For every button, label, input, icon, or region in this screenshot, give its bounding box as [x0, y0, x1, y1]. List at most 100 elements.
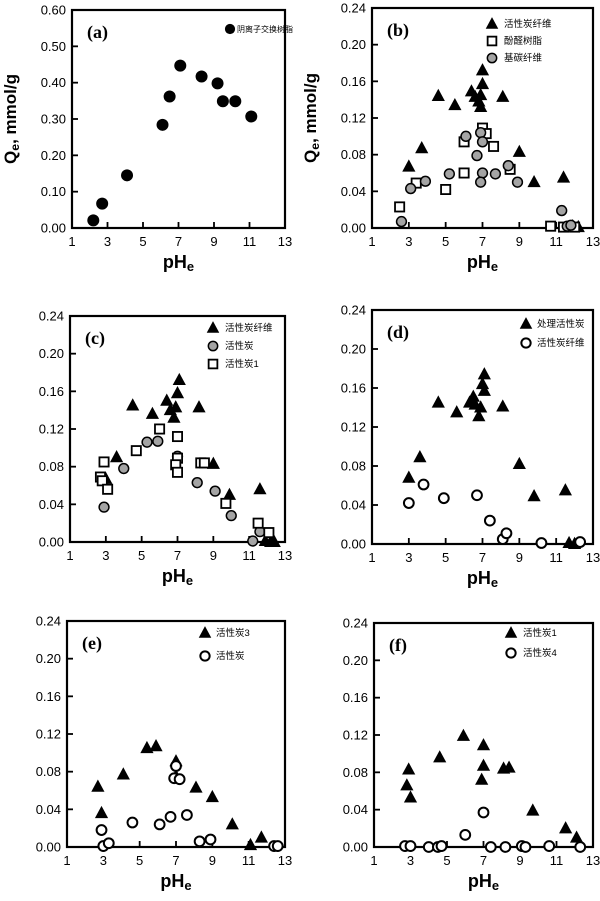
svg-text:0.10: 0.10	[41, 184, 66, 199]
svg-text:0.20: 0.20	[343, 653, 368, 668]
svg-text:3: 3	[407, 853, 414, 868]
svg-text:0.04: 0.04	[343, 802, 368, 817]
svg-text:0.20: 0.20	[341, 37, 366, 52]
svg-text:0.20: 0.20	[36, 651, 61, 666]
scatter-chart-b: 1 3 5 7 9 11 130.000.040.080.120.160.200.24pHe…	[301, 1, 600, 275]
svg-text:处理活性炭: 处理活性炭	[537, 318, 585, 330]
svg-text:1: 1	[368, 550, 375, 565]
svg-text:活性炭4: 活性炭4	[523, 647, 557, 659]
svg-text:9: 9	[516, 853, 523, 868]
svg-text:0.24: 0.24	[36, 614, 61, 629]
svg-text:11: 11	[242, 548, 256, 563]
scatter-chart-e: 1 3 5 7 9 11 130.000.040.080.120.160.200.24pHe…	[36, 614, 293, 894]
svg-text:0.00: 0.00	[36, 840, 61, 855]
svg-text:0.60: 0.60	[41, 3, 66, 18]
svg-text:0.50: 0.50	[41, 39, 66, 54]
svg-text:5: 5	[442, 550, 449, 565]
svg-text:0.12: 0.12	[36, 727, 61, 742]
svg-text:11: 11	[550, 853, 564, 868]
svg-text:0.00: 0.00	[343, 840, 368, 855]
svg-text:13: 13	[278, 548, 292, 563]
svg-text:0.08: 0.08	[36, 764, 61, 779]
svg-text:0.04: 0.04	[341, 498, 366, 513]
svg-text:7: 7	[479, 550, 486, 565]
svg-text:0.16: 0.16	[343, 690, 368, 705]
svg-text:5: 5	[443, 853, 450, 868]
svg-text:0.00: 0.00	[341, 537, 366, 552]
svg-text:0.16: 0.16	[341, 74, 366, 89]
svg-text:0.20: 0.20	[39, 346, 64, 361]
svg-text:0.16: 0.16	[341, 381, 366, 396]
svg-text:(b): (b)	[387, 20, 409, 41]
svg-text:9: 9	[210, 548, 217, 563]
svg-text:9: 9	[209, 853, 216, 868]
svg-text:1: 1	[370, 853, 377, 868]
svg-text:0.08: 0.08	[39, 459, 64, 474]
svg-text:(f): (f)	[389, 635, 407, 656]
svg-text:Qe, mmol/g: Qe, mmol/g	[1, 74, 22, 164]
svg-text:0.20: 0.20	[41, 148, 66, 163]
svg-text:1: 1	[66, 548, 73, 563]
panel-a: 1 3 5 7 9 11 13 0.00 0.10 0.20 0.30 0.40 0.50 0.60 pHe…	[0, 0, 300, 300]
svg-text:基碳纤维: 基碳纤维	[504, 52, 543, 64]
svg-text:7: 7	[172, 853, 179, 868]
svg-text:13: 13	[586, 234, 600, 249]
svg-text:9: 9	[516, 234, 523, 249]
svg-text:0.12: 0.12	[341, 420, 366, 435]
panel-f: 1 3 5 7 9 11 13 0.00 0.04 0.08 0.12 0.16 0.20 0.24 pHe…	[300, 600, 600, 900]
svg-text:活性炭纤维: 活性炭纤维	[537, 337, 585, 349]
svg-text:13: 13	[586, 550, 600, 565]
svg-text:13: 13	[278, 234, 292, 249]
svg-text:7: 7	[174, 548, 181, 563]
svg-text:活性炭纤维: 活性炭纤维	[504, 18, 552, 30]
svg-text:5: 5	[138, 548, 145, 563]
panel-c: 1 3 5 7 9 11 13 0.00 0.04 0.08 0.12 0.16 0.20 0.24 pHe…	[0, 300, 300, 600]
svg-text:0.24: 0.24	[341, 1, 366, 16]
svg-text:(c): (c)	[85, 328, 105, 349]
svg-text:11: 11	[242, 853, 256, 868]
svg-text:5: 5	[442, 234, 449, 249]
svg-text:3: 3	[100, 853, 107, 868]
svg-text:7: 7	[479, 234, 486, 249]
panel-b: 1 3 5 7 9 11 13 0.00 0.04 0.08 0.12 0.16 0.20 0.24 pHe…	[300, 0, 600, 300]
svg-text:pHe: pHe	[467, 568, 498, 590]
svg-text:1: 1	[368, 234, 375, 249]
svg-text:7: 7	[175, 234, 182, 249]
svg-text:0.08: 0.08	[341, 147, 366, 162]
svg-text:0.30: 0.30	[41, 112, 66, 127]
svg-text:0.00: 0.00	[41, 221, 66, 236]
svg-text:活性炭纤维: 活性炭纤维	[225, 322, 273, 334]
svg-text:0.12: 0.12	[39, 422, 64, 437]
svg-text:0.20: 0.20	[341, 342, 366, 357]
svg-text:0.00: 0.00	[39, 535, 64, 550]
svg-text:13: 13	[586, 853, 600, 868]
svg-text:活性炭: 活性炭	[225, 340, 254, 352]
svg-text:5: 5	[136, 853, 143, 868]
svg-text:0.24: 0.24	[39, 309, 64, 324]
svg-text:3: 3	[104, 234, 111, 249]
scatter-chart-c: 1 3 5 7 9 11 130.000.040.080.120.160.200.24pHe…	[39, 309, 293, 589]
svg-text:(d): (d)	[387, 322, 409, 343]
svg-text:pHe: pHe	[163, 252, 194, 274]
scatter-chart-a: 1 3 5 7 9 11 130.000.100.200.300.400.500.60pHe…	[1, 3, 293, 275]
svg-text:阴离子交换树脂: 阴离子交换树脂	[237, 24, 293, 34]
svg-text:7: 7	[480, 853, 487, 868]
scatter-chart-f: 1 3 5 7 9 11 130.000.040.080.120.160.200.24pHe…	[343, 616, 600, 894]
svg-text:活性炭1: 活性炭1	[225, 358, 259, 370]
svg-text:0.04: 0.04	[341, 184, 366, 199]
svg-text:0.40: 0.40	[41, 75, 66, 90]
svg-text:0.16: 0.16	[36, 689, 61, 704]
svg-text:0.04: 0.04	[39, 497, 64, 512]
svg-text:9: 9	[516, 550, 523, 565]
svg-text:活性炭1: 活性炭1	[523, 627, 557, 639]
svg-text:0.24: 0.24	[343, 616, 368, 631]
svg-text:5: 5	[139, 234, 146, 249]
svg-text:pHe: pHe	[467, 252, 498, 274]
svg-text:1: 1	[63, 853, 70, 868]
svg-text:(a): (a)	[87, 22, 108, 43]
svg-text:13: 13	[278, 853, 292, 868]
svg-text:0.16: 0.16	[39, 384, 64, 399]
svg-text:3: 3	[102, 548, 109, 563]
svg-text:1: 1	[68, 234, 75, 249]
